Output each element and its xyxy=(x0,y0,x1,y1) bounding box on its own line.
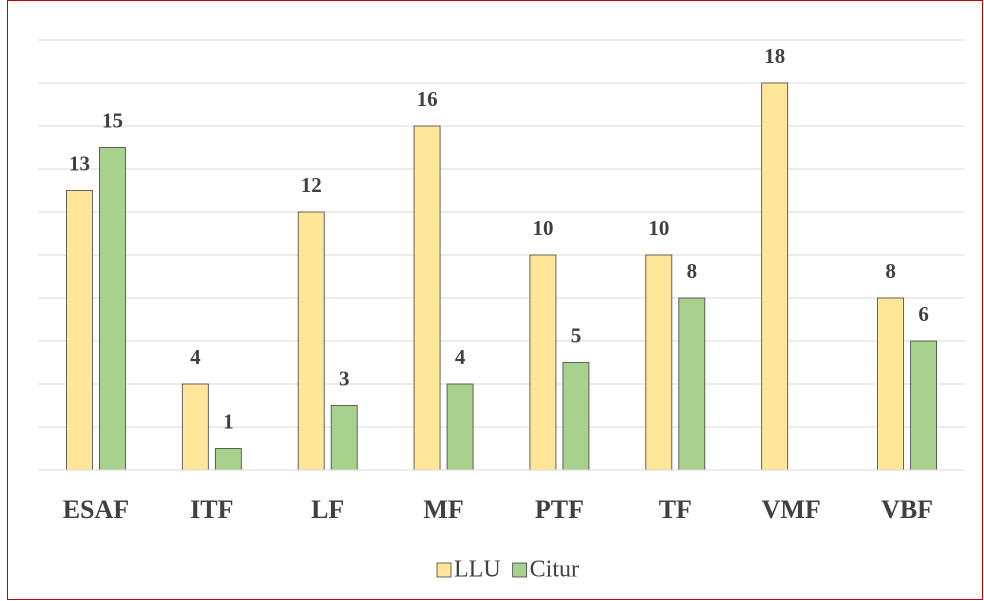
data-label: 1 xyxy=(223,409,234,433)
data-label: 3 xyxy=(339,366,350,390)
data-label: 12 xyxy=(301,173,322,197)
legend-swatch xyxy=(512,562,528,578)
bar xyxy=(413,125,441,471)
bar xyxy=(529,254,557,471)
data-label: 4 xyxy=(190,345,201,369)
bar xyxy=(446,383,474,471)
x-tick-label: MF xyxy=(423,495,463,524)
bar xyxy=(910,340,937,471)
legend-label: Citur xyxy=(530,557,579,583)
data-label: 8 xyxy=(885,259,896,283)
x-tick-label: LF xyxy=(311,495,344,524)
data-label: 4 xyxy=(455,345,466,369)
data-label: 10 xyxy=(532,216,553,240)
legend-swatch xyxy=(436,562,452,578)
data-label: 18 xyxy=(764,44,785,68)
x-tick-label: PTF xyxy=(535,495,584,524)
bar xyxy=(562,362,590,471)
x-tick-label: TF xyxy=(659,495,692,524)
bar xyxy=(678,297,706,471)
bar xyxy=(330,405,358,471)
legend-label: LLU xyxy=(454,557,501,583)
data-label: 6 xyxy=(918,302,929,326)
bar xyxy=(181,383,209,471)
bar xyxy=(99,147,126,471)
chart-frame xyxy=(7,0,983,600)
data-label: 8 xyxy=(687,259,698,283)
bar xyxy=(66,190,93,471)
data-label: 5 xyxy=(571,323,582,347)
data-label: 13 xyxy=(69,151,90,175)
x-tick-label: ESAF xyxy=(63,495,129,524)
bar xyxy=(645,254,673,471)
data-label: 15 xyxy=(102,108,123,132)
data-label: 16 xyxy=(417,87,438,111)
data-label: 10 xyxy=(648,216,669,240)
bar xyxy=(214,448,242,471)
x-tick-label: VBF xyxy=(881,495,933,524)
bar xyxy=(761,82,789,471)
bar xyxy=(297,211,325,471)
x-tick-label: ITF xyxy=(190,495,233,524)
bar xyxy=(877,297,904,471)
x-tick-label: VMF xyxy=(762,495,821,524)
